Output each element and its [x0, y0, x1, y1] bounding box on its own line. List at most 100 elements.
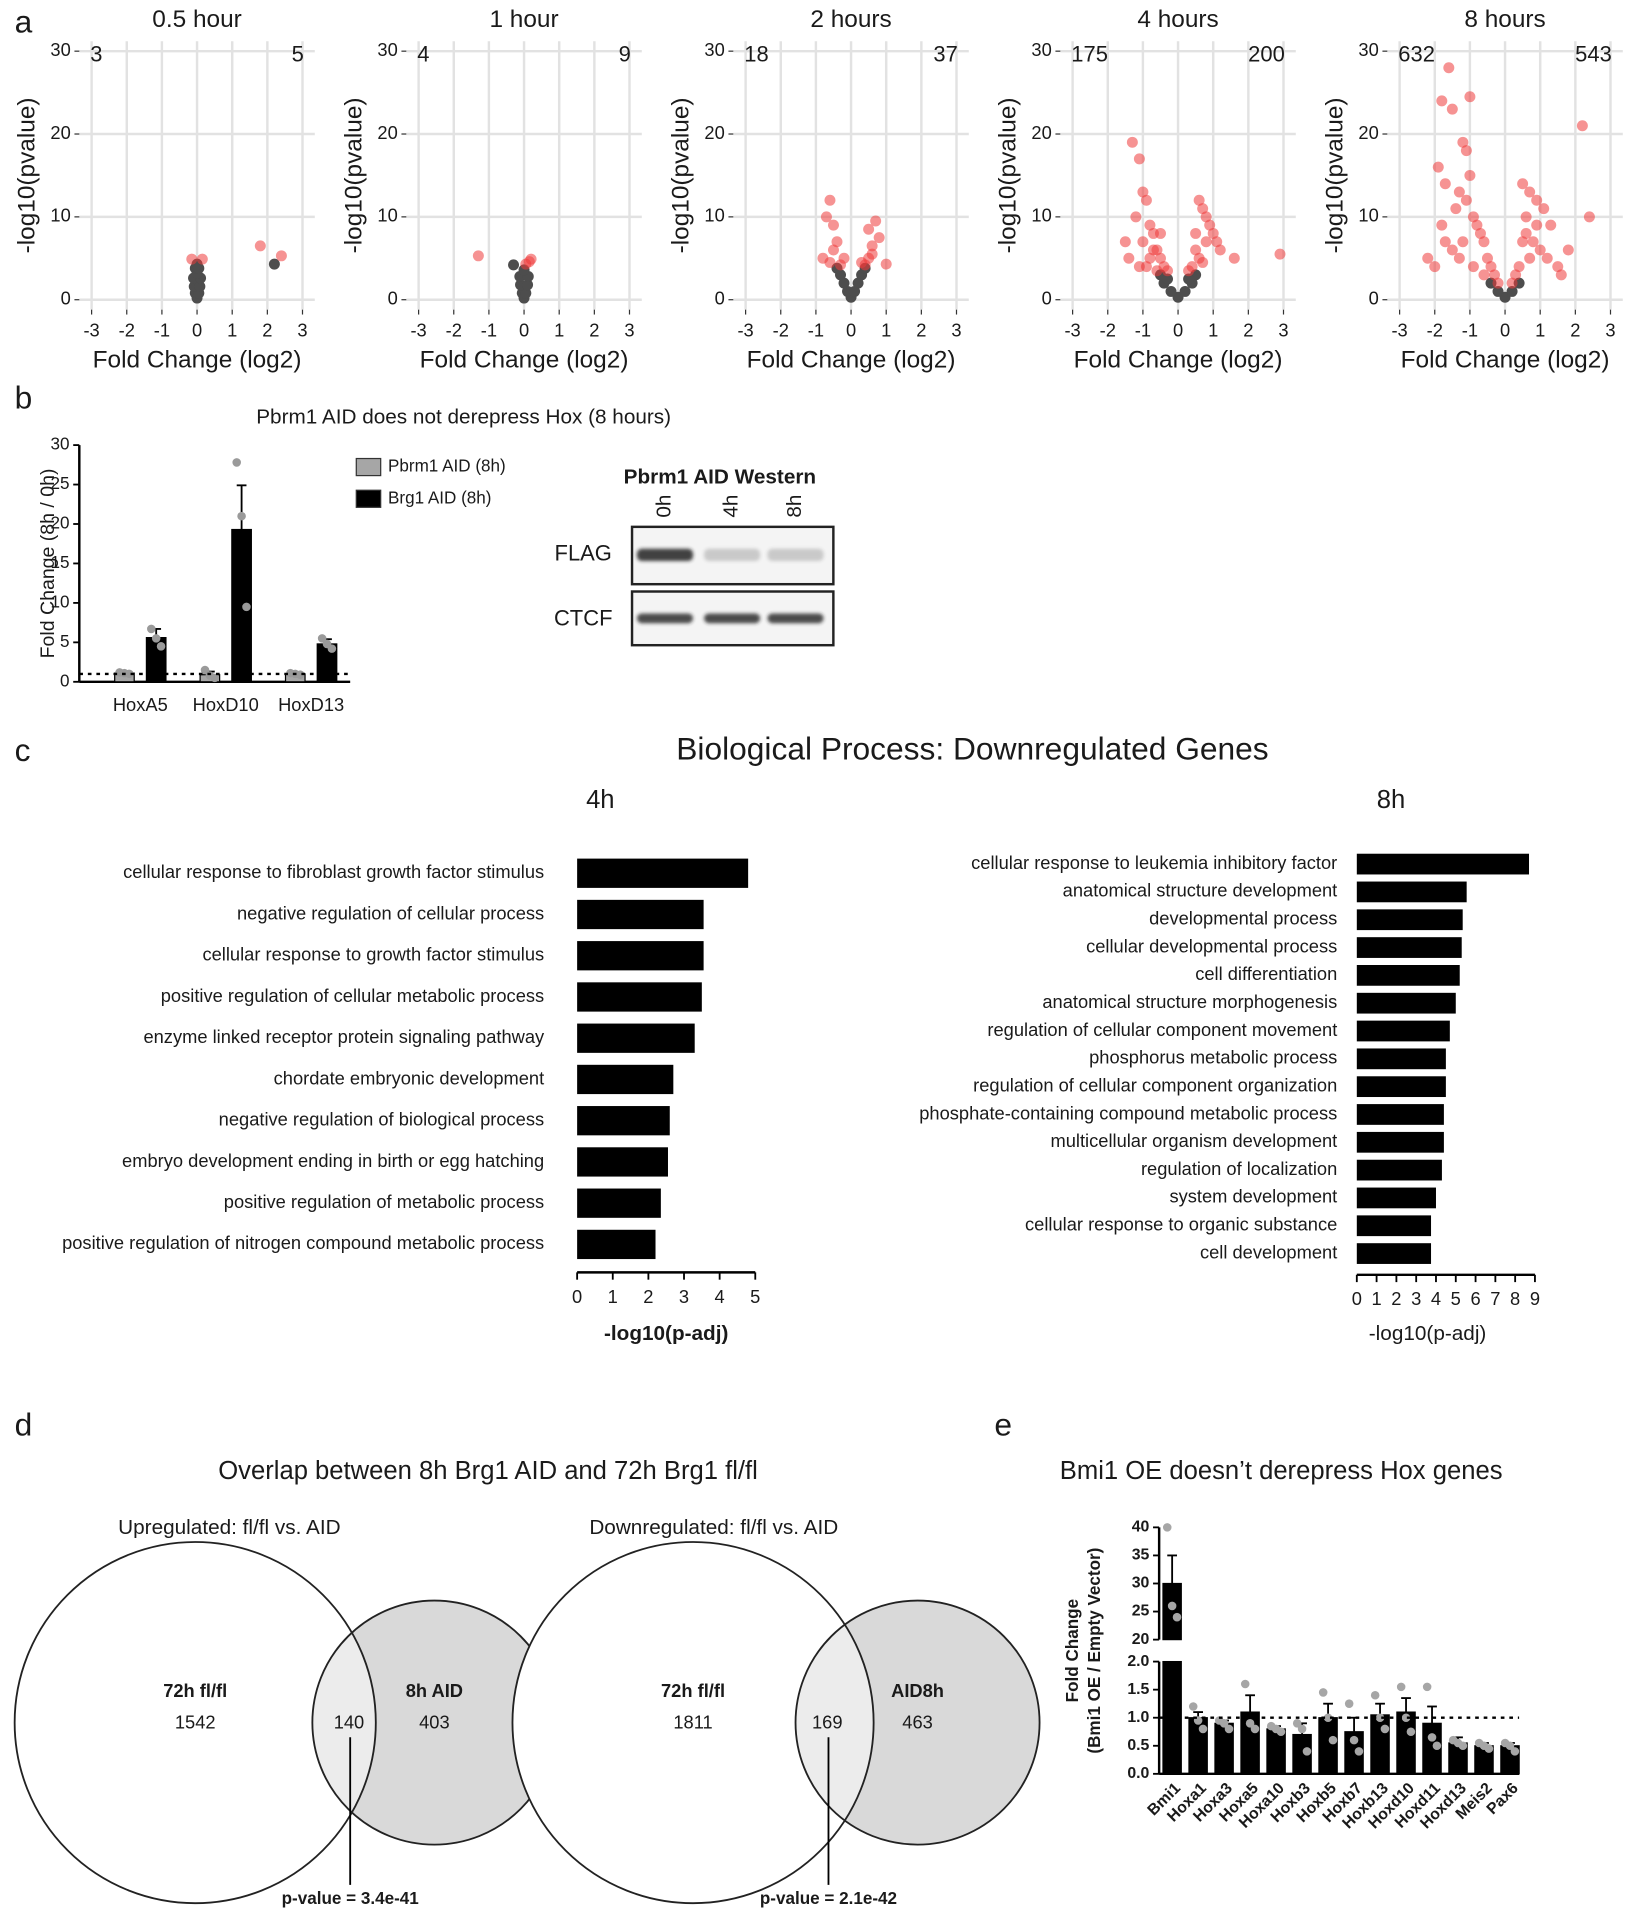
- annotation: 200: [1248, 42, 1285, 67]
- point: [1492, 277, 1504, 289]
- point: [1197, 203, 1209, 215]
- chart-title: 8h: [1377, 786, 1406, 814]
- category-label: negative regulation of cellular process: [237, 902, 544, 923]
- y-tick-label: 30: [50, 39, 70, 60]
- category-label: positive regulation of nitrogen compound…: [62, 1232, 544, 1253]
- point: [1439, 236, 1451, 248]
- x-tick-label: 0: [846, 319, 856, 340]
- category-label: cell development: [1200, 1241, 1337, 1262]
- replicate-point: [1245, 1719, 1255, 1728]
- point: [1133, 153, 1145, 165]
- y-tick-label: 2.0: [1127, 1653, 1149, 1670]
- legend-swatch: [355, 489, 382, 508]
- bar: [1356, 965, 1460, 986]
- bar: [577, 1229, 656, 1260]
- y-tick-label: 20: [377, 122, 397, 143]
- category-label: negative regulation of biological proces…: [219, 1109, 545, 1130]
- replicate-point: [1328, 1735, 1338, 1745]
- chart-title: 4h: [586, 786, 615, 814]
- y-tick-label: 40: [1132, 1519, 1150, 1536]
- x-tick-label: 1: [554, 319, 564, 340]
- panel-label: a: [15, 4, 33, 40]
- y-tick-label: 20: [50, 122, 70, 143]
- replicate-point: [1354, 1747, 1364, 1756]
- y-tick-label: 10: [50, 205, 70, 226]
- x-tick-label: HoxD13: [278, 694, 344, 715]
- x-tick-label: 0: [1352, 1288, 1362, 1309]
- chart-title: 4 hours: [1137, 6, 1218, 33]
- x-tick-label: -2: [446, 319, 462, 340]
- x-tick-label: 4: [715, 1286, 725, 1307]
- bar: [577, 1106, 670, 1136]
- x-axis-label: Fold Change (log2): [1074, 346, 1283, 373]
- point: [1457, 136, 1469, 148]
- annotation: 632: [1398, 42, 1435, 67]
- x-tick-label: -2: [1100, 319, 1116, 340]
- blot-row-label: FLAG: [555, 541, 612, 566]
- replicate-point: [1219, 1719, 1229, 1728]
- replicate-point: [1375, 1713, 1385, 1722]
- point: [1432, 161, 1444, 173]
- point: [186, 253, 198, 265]
- replicate-point: [1427, 1733, 1437, 1742]
- y-tick-label: 0: [61, 288, 71, 309]
- replicate-point: [1349, 1735, 1359, 1745]
- replicate-point: [1458, 1741, 1468, 1751]
- point: [522, 279, 534, 291]
- bar: [577, 1023, 695, 1053]
- set-label: 72h fl/fl: [163, 1680, 227, 1701]
- category-label: chordate embryonic development: [274, 1067, 545, 1088]
- point: [1140, 261, 1152, 273]
- chart-title: 1 hour: [489, 6, 558, 33]
- y-tick-label: 20: [1031, 122, 1051, 143]
- x-tick-label: 0: [519, 319, 529, 340]
- replicate-point: [1432, 1741, 1442, 1751]
- point: [856, 256, 868, 268]
- bar: [577, 941, 704, 971]
- y-tick-label: 20: [1132, 1631, 1150, 1648]
- replicate-point: [237, 511, 246, 521]
- x-tick-label: 7: [1490, 1288, 1500, 1309]
- point: [1531, 194, 1543, 206]
- x-tick-label: 1: [608, 1286, 618, 1307]
- point: [849, 285, 861, 297]
- venn-outline: [511, 1541, 875, 1905]
- venn-set: [312, 1600, 557, 1845]
- point: [873, 232, 885, 244]
- point: [1183, 273, 1195, 285]
- point: [1154, 252, 1166, 264]
- point: [1478, 236, 1490, 248]
- replicate-point: [125, 669, 134, 679]
- point: [1422, 252, 1434, 264]
- venn-outline: [794, 1599, 1041, 1846]
- replicate-point: [1380, 1724, 1390, 1734]
- point: [1489, 269, 1501, 281]
- y-tick-label: 0: [715, 288, 725, 309]
- y-tick-label: 0.0: [1127, 1765, 1149, 1782]
- point: [1228, 252, 1240, 264]
- point: [1274, 248, 1286, 260]
- y-tick-label: 0: [1369, 288, 1379, 309]
- point: [1207, 227, 1219, 239]
- bar: [1356, 1159, 1442, 1181]
- point: [1450, 203, 1462, 215]
- set-count: 463: [902, 1712, 933, 1733]
- x-tick-label: -3: [1064, 319, 1080, 340]
- point: [1443, 62, 1455, 74]
- bar: [577, 1064, 674, 1095]
- x-axis-label: Fold Change (log2): [747, 346, 956, 373]
- y-tick-label: 10: [1358, 205, 1378, 226]
- set-label: 8h AID: [406, 1680, 463, 1701]
- annotation: 5: [292, 42, 304, 67]
- replicate-point: [1240, 1679, 1250, 1689]
- point: [1527, 236, 1539, 248]
- point: [1190, 244, 1202, 256]
- overlap-count: 140: [334, 1712, 365, 1733]
- y-tick-label: 30: [51, 435, 70, 454]
- point: [1538, 203, 1550, 215]
- bar: [1356, 1020, 1450, 1042]
- panel-title: Overlap between 8h Brg1 AID and 72h Brg1…: [218, 1457, 758, 1485]
- x-tick-label: -2: [773, 319, 789, 340]
- y-tick-label: 0: [1042, 288, 1052, 309]
- point: [880, 258, 892, 270]
